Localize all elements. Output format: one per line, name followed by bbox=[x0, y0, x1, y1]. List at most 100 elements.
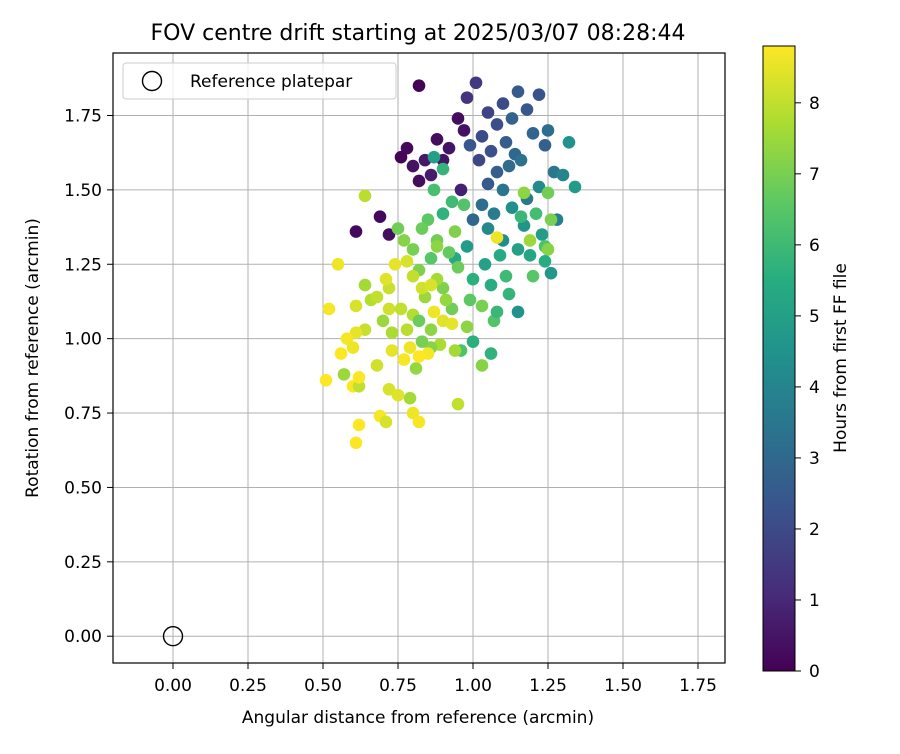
data-point bbox=[499, 135, 513, 149]
data-point bbox=[430, 132, 444, 146]
data-point bbox=[463, 138, 477, 152]
data-point bbox=[484, 278, 498, 292]
data-point bbox=[358, 189, 372, 203]
data-point bbox=[445, 317, 459, 331]
data-point bbox=[475, 359, 489, 372]
data-point bbox=[526, 127, 540, 140]
data-point bbox=[379, 415, 393, 429]
data-point bbox=[436, 281, 450, 295]
data-point bbox=[421, 213, 435, 226]
data-point bbox=[379, 272, 393, 286]
data-point bbox=[352, 418, 366, 432]
data-point bbox=[460, 320, 474, 334]
data-point bbox=[475, 130, 489, 143]
colorbar-tick-label: 1 bbox=[809, 591, 820, 611]
data-point bbox=[445, 195, 459, 209]
data-point bbox=[385, 344, 399, 357]
data-point bbox=[514, 210, 528, 223]
x-tick-label: 1.25 bbox=[529, 676, 567, 696]
colorbar-tick-label: 0 bbox=[809, 662, 820, 682]
data-point bbox=[517, 186, 531, 200]
data-point bbox=[340, 332, 354, 345]
data-point bbox=[475, 299, 489, 313]
y-axis-label: Rotation from reference (arcmin) bbox=[23, 218, 43, 498]
data-point bbox=[331, 257, 345, 271]
data-point bbox=[382, 382, 396, 396]
x-tick-label: 0.75 bbox=[379, 676, 417, 696]
data-point bbox=[457, 198, 471, 212]
data-point bbox=[415, 335, 429, 348]
data-point bbox=[373, 210, 387, 223]
data-point bbox=[451, 260, 465, 274]
data-point bbox=[541, 124, 555, 137]
data-point bbox=[520, 103, 534, 116]
data-point bbox=[439, 293, 453, 307]
data-point bbox=[412, 415, 426, 429]
y-axis-ticks: 0.00 0.25 0.50 0.75 1.00 1.25 1.50 1.75 bbox=[64, 106, 113, 647]
data-point bbox=[376, 314, 390, 328]
data-point bbox=[358, 278, 372, 292]
data-point bbox=[406, 159, 420, 173]
data-point bbox=[556, 168, 570, 182]
y-tick-label: 0.25 bbox=[64, 553, 102, 573]
data-point bbox=[403, 391, 417, 405]
data-point bbox=[484, 347, 498, 360]
legend-box bbox=[122, 62, 397, 100]
data-point bbox=[514, 153, 528, 167]
data-point bbox=[490, 118, 504, 131]
colorbar-tick-label: 5 bbox=[809, 307, 820, 327]
data-point bbox=[394, 302, 408, 316]
reference-marker bbox=[162, 626, 184, 647]
data-point bbox=[397, 353, 411, 366]
data-point bbox=[370, 290, 384, 304]
colorbar-label: Hours from first FF file bbox=[831, 263, 851, 453]
data-point bbox=[451, 112, 465, 125]
x-tick-label: 1.00 bbox=[454, 676, 492, 696]
x-axis-label: Angular distance from reference (arcmin) bbox=[242, 708, 594, 728]
colorbar bbox=[762, 45, 796, 672]
data-point bbox=[490, 305, 504, 319]
data-point bbox=[406, 269, 420, 283]
data-point bbox=[496, 97, 510, 110]
data-point bbox=[466, 335, 480, 348]
data-point bbox=[493, 249, 507, 262]
data-point bbox=[349, 326, 363, 340]
data-points bbox=[319, 76, 582, 450]
data-point bbox=[370, 359, 384, 372]
data-point bbox=[496, 183, 510, 197]
data-point bbox=[349, 225, 363, 238]
data-point bbox=[448, 225, 462, 238]
data-point bbox=[490, 165, 504, 179]
x-axis-ticks: 0.00 0.25 0.50 0.75 1.00 1.25 1.50 1.75 bbox=[154, 663, 717, 696]
data-point bbox=[460, 91, 474, 104]
data-point bbox=[538, 254, 552, 268]
data-point bbox=[481, 177, 495, 191]
y-tick-label: 0.50 bbox=[64, 478, 102, 498]
data-point bbox=[451, 397, 465, 411]
data-point bbox=[484, 144, 498, 158]
x-tick-label: 1.75 bbox=[679, 676, 717, 696]
data-point bbox=[412, 314, 426, 328]
data-point bbox=[478, 257, 492, 271]
data-point bbox=[511, 243, 525, 256]
data-point bbox=[400, 254, 414, 268]
legend-label-reference-platepar: Reference platepar bbox=[190, 72, 352, 92]
colorbar-tick-label: 7 bbox=[809, 165, 820, 185]
data-point bbox=[400, 141, 414, 155]
data-point bbox=[406, 406, 420, 420]
data-point bbox=[424, 323, 438, 337]
data-point bbox=[466, 272, 480, 286]
data-point bbox=[454, 183, 468, 197]
data-point bbox=[535, 228, 549, 241]
data-point bbox=[544, 266, 558, 280]
data-point bbox=[427, 150, 441, 164]
data-point bbox=[319, 374, 333, 387]
data-point bbox=[430, 240, 444, 253]
y-tick-label: 1.25 bbox=[64, 255, 102, 275]
data-point bbox=[427, 183, 441, 197]
plot-frame bbox=[112, 52, 726, 664]
data-point bbox=[400, 323, 414, 337]
data-point bbox=[436, 162, 450, 176]
x-tick-label: 1.50 bbox=[604, 676, 642, 696]
